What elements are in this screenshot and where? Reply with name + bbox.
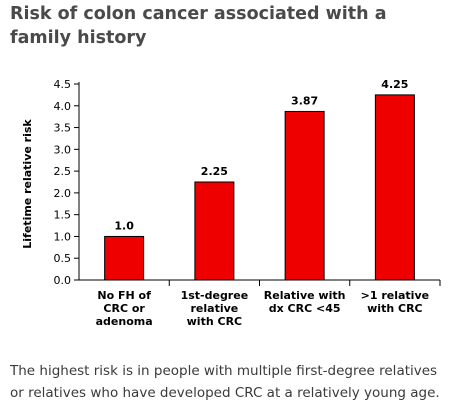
category-label-line: >1 relative bbox=[361, 289, 429, 302]
y-tick-label: 2.0 bbox=[54, 187, 72, 200]
y-tick-label: 1.5 bbox=[54, 209, 72, 222]
bar bbox=[284, 110, 325, 281]
chart-labels: 1.0 No FH of CRC or adenoma 2.25 1st-degree re… bbox=[96, 78, 429, 328]
category-label-line: with CRC bbox=[367, 302, 422, 315]
y-tick-label: 4.0 bbox=[54, 100, 72, 113]
category-label-line: CRC or bbox=[103, 302, 145, 315]
bar-chart: 0.0 0.5 1.0 1.5 2.0 2.5 3.0 3.5 4.0 4.5 Lifetime r… bbox=[21, 78, 441, 328]
category-label: No FH of CRC or adenoma bbox=[96, 289, 153, 328]
y-axis-title: Lifetime relative risk bbox=[21, 119, 34, 249]
category-label-line: with CRC bbox=[187, 315, 242, 328]
category-label: 1st-degree relative with CRC bbox=[181, 289, 249, 328]
data-label: 3.87 bbox=[291, 94, 318, 107]
y-tick-label: 4.5 bbox=[54, 78, 72, 91]
chart-bars bbox=[104, 94, 415, 281]
data-label: 2.25 bbox=[201, 165, 228, 178]
data-label: 1.0 bbox=[114, 219, 134, 232]
y-tick-label: 3.5 bbox=[54, 122, 72, 135]
y-tick-label: 0.0 bbox=[54, 274, 72, 287]
data-label: 4.25 bbox=[381, 78, 408, 91]
category-label: Relative with dx CRC <45 bbox=[264, 289, 346, 315]
y-tick-label: 3.0 bbox=[54, 143, 72, 156]
chart-title: Risk of colon cancer associated with a f… bbox=[10, 4, 387, 48]
category-label-line: relative bbox=[191, 302, 239, 315]
category-label-line: No FH of bbox=[97, 289, 151, 302]
bar bbox=[104, 235, 145, 281]
category-label-line: 1st-degree bbox=[181, 289, 249, 302]
category-label-line: dx CRC <45 bbox=[269, 302, 341, 315]
bar bbox=[194, 181, 235, 281]
y-tick-label: 1.0 bbox=[54, 230, 72, 243]
category-label-line: adenoma bbox=[96, 315, 153, 328]
y-tick-label: 2.5 bbox=[54, 165, 72, 178]
bar bbox=[374, 94, 415, 281]
chart-caption: The highest risk is in people with multi… bbox=[10, 363, 440, 401]
category-label: >1 relative with CRC bbox=[361, 289, 429, 315]
y-tick-label: 0.5 bbox=[54, 252, 72, 265]
category-label-line: Relative with bbox=[264, 289, 346, 302]
